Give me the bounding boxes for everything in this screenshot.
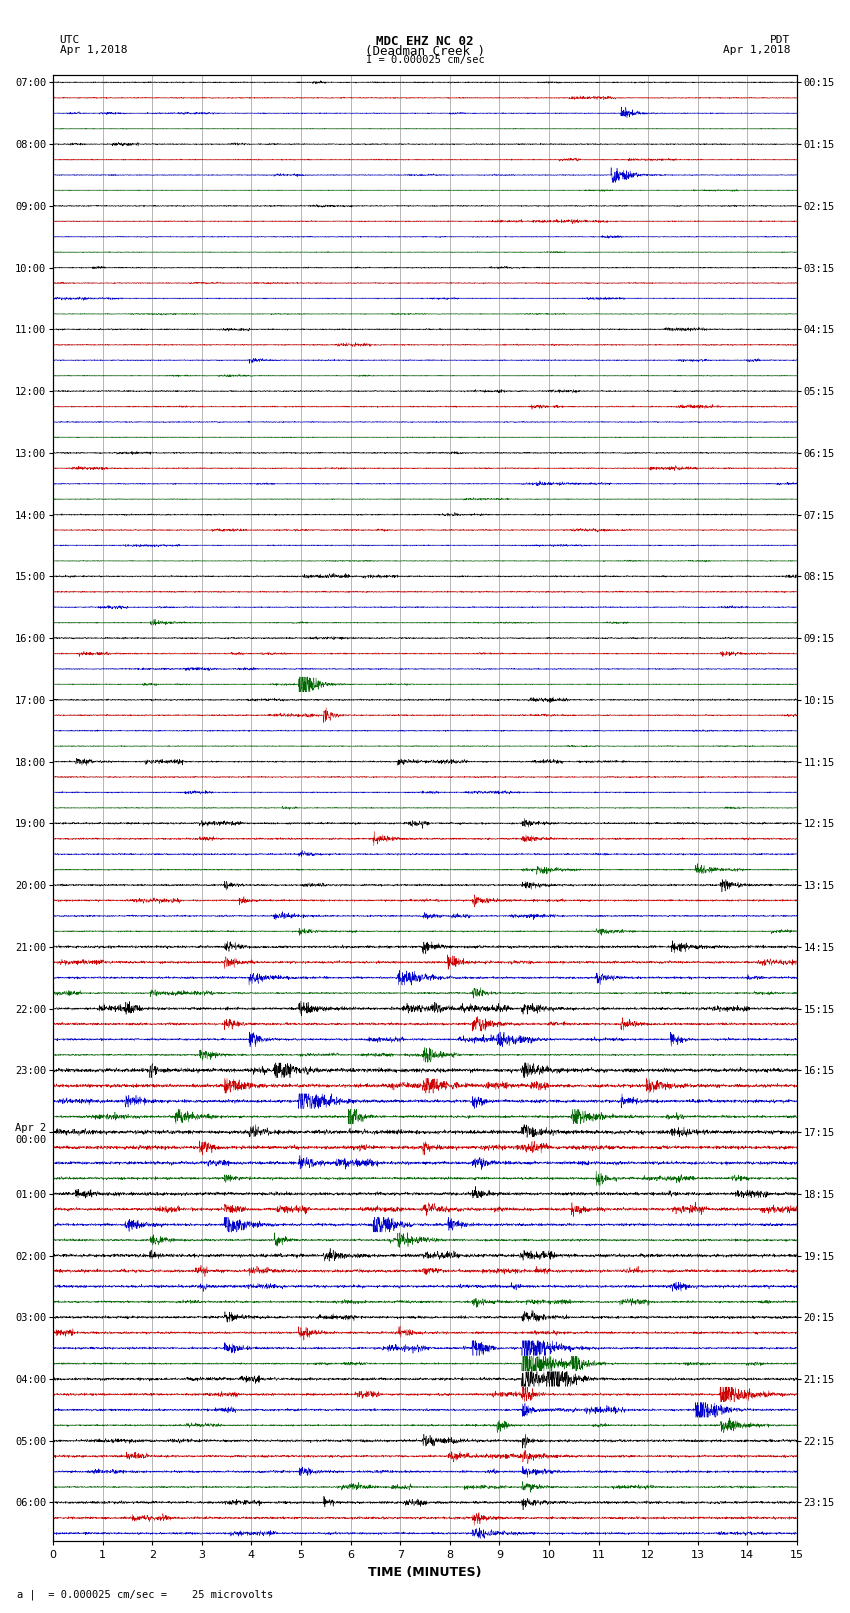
Text: I = 0.000025 cm/sec: I = 0.000025 cm/sec <box>366 55 484 65</box>
Text: Apr 1,2018: Apr 1,2018 <box>60 45 127 55</box>
X-axis label: TIME (MINUTES): TIME (MINUTES) <box>368 1566 482 1579</box>
Text: Apr 1,2018: Apr 1,2018 <box>723 45 791 55</box>
Text: a |  = 0.000025 cm/sec =    25 microvolts: a | = 0.000025 cm/sec = 25 microvolts <box>17 1589 273 1600</box>
Text: PDT: PDT <box>770 35 790 45</box>
Text: (Deadman Creek ): (Deadman Creek ) <box>365 45 485 58</box>
Text: UTC: UTC <box>60 35 80 45</box>
Text: MDC EHZ NC 02: MDC EHZ NC 02 <box>377 35 473 48</box>
